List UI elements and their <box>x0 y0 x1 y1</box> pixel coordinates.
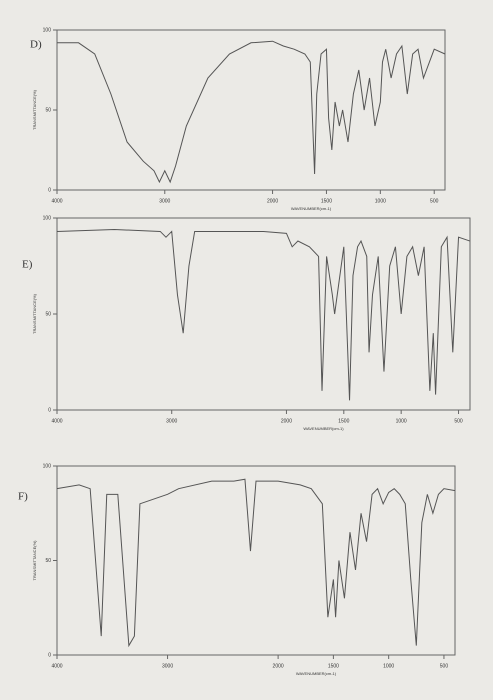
y-axis-label: TRANSMITTANCE(%) <box>32 293 37 334</box>
x-tick-label: 2000 <box>273 663 284 669</box>
x-axis-label: WAVENUMBER(cm-1) <box>296 671 337 676</box>
spectrum-line <box>57 40 446 184</box>
x-axis-label: WAVENUMBER(cm-1) <box>291 206 332 211</box>
spectrum-line <box>56 229 471 401</box>
panel-label: D) <box>30 39 42 51</box>
spectrum-line <box>56 478 456 648</box>
x-tick-label: 1500 <box>321 198 332 204</box>
x-tick-label: 2000 <box>267 198 278 204</box>
x-tick-label: 1000 <box>375 198 386 204</box>
y-axis-label: TRANSMITTANCE(%) <box>32 89 37 130</box>
panel-label: E) <box>22 259 33 271</box>
x-tick-label: 4000 <box>51 663 62 669</box>
x-tick-label: 1500 <box>328 663 339 669</box>
x-tick-label: 1000 <box>396 418 407 424</box>
x-axis-label: WAVENUMBER(cm-1) <box>303 426 344 431</box>
y-tick-label: 50 <box>45 311 51 317</box>
y-axis-label: TRANSMITTANCE(%) <box>32 540 37 581</box>
panel-label: F) <box>18 491 28 503</box>
y-tick-label: 0 <box>48 187 51 193</box>
y-tick-label: 100 <box>43 463 52 469</box>
x-tick-label: 500 <box>454 418 463 424</box>
x-tick-label: 1000 <box>383 663 394 669</box>
y-tick-label: 50 <box>45 558 51 564</box>
x-tick-label: 500 <box>440 663 449 669</box>
y-tick-label: 0 <box>48 407 51 413</box>
x-tick-label: 2000 <box>281 418 292 424</box>
x-tick-label: 3000 <box>162 663 173 669</box>
x-tick-label: 1500 <box>338 418 349 424</box>
x-tick-label: 3000 <box>166 418 177 424</box>
x-tick-label: 3000 <box>159 198 170 204</box>
y-tick-label: 0 <box>48 652 51 658</box>
x-tick-label: 4000 <box>51 198 62 204</box>
y-tick-label: 50 <box>45 107 51 113</box>
x-tick-label: 500 <box>430 198 439 204</box>
y-tick-label: 100 <box>43 27 52 33</box>
y-tick-label: 100 <box>43 215 52 221</box>
x-tick-label: 4000 <box>51 418 62 424</box>
